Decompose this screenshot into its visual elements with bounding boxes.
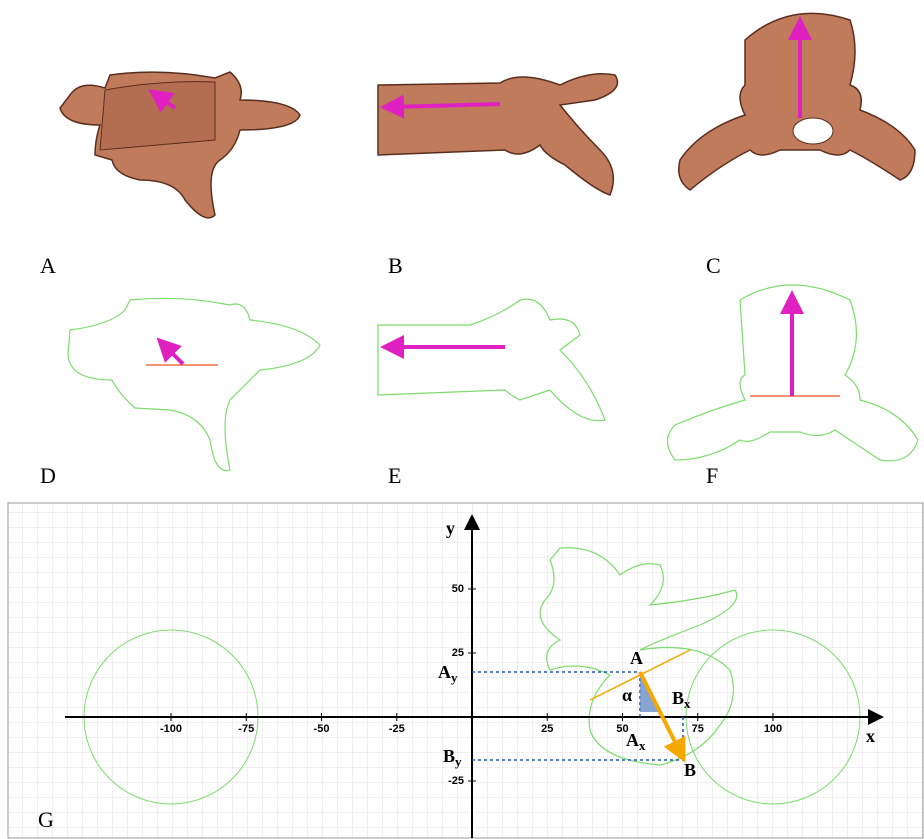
x-tick-label: -50 [314, 723, 330, 735]
y-tick-label: 50 [452, 583, 464, 595]
panel-label: C [706, 253, 721, 278]
outline-d [68, 298, 320, 470]
label-subscript: y [451, 670, 458, 685]
point-label: α [622, 685, 632, 705]
point-label: A [630, 648, 643, 668]
figure: ABCDEF Gxy-100-75-50-25255075100-252550A… [0, 0, 924, 839]
outline-e [378, 299, 605, 420]
label-base: A [626, 730, 639, 750]
outline-f [668, 285, 919, 461]
axis-label: y [446, 518, 455, 538]
label-base: B [672, 688, 684, 708]
panel-labels: A B C D E F [40, 253, 721, 488]
panel-label: F [706, 463, 718, 488]
y-tick-label: 25 [452, 647, 464, 659]
x-tick-label: 100 [764, 723, 782, 735]
panel-label: E [388, 463, 401, 488]
x-tick-label: 75 [692, 723, 704, 735]
label-base: A [438, 662, 451, 682]
vertebra-b [378, 74, 618, 195]
panel-label: G [38, 807, 54, 832]
x-tick-label: -25 [389, 723, 405, 735]
x-tick-label: -75 [238, 723, 254, 735]
point-label: B [684, 760, 696, 780]
x-tick-label: -100 [160, 723, 182, 735]
vertebra-a [60, 72, 300, 218]
label-subscript: y [455, 754, 462, 769]
label-base: B [443, 746, 455, 766]
y-tick-label: -25 [448, 775, 464, 787]
plot-frame [8, 503, 923, 838]
x-tick-label: 25 [541, 723, 553, 735]
panel-label: B [388, 253, 403, 278]
label-subscript: x [639, 738, 646, 753]
vertebra-c [679, 13, 915, 190]
axis-label: x [866, 726, 875, 746]
panel-label: A [40, 253, 56, 278]
label-subscript: x [684, 696, 691, 711]
panel-label: D [40, 463, 56, 488]
